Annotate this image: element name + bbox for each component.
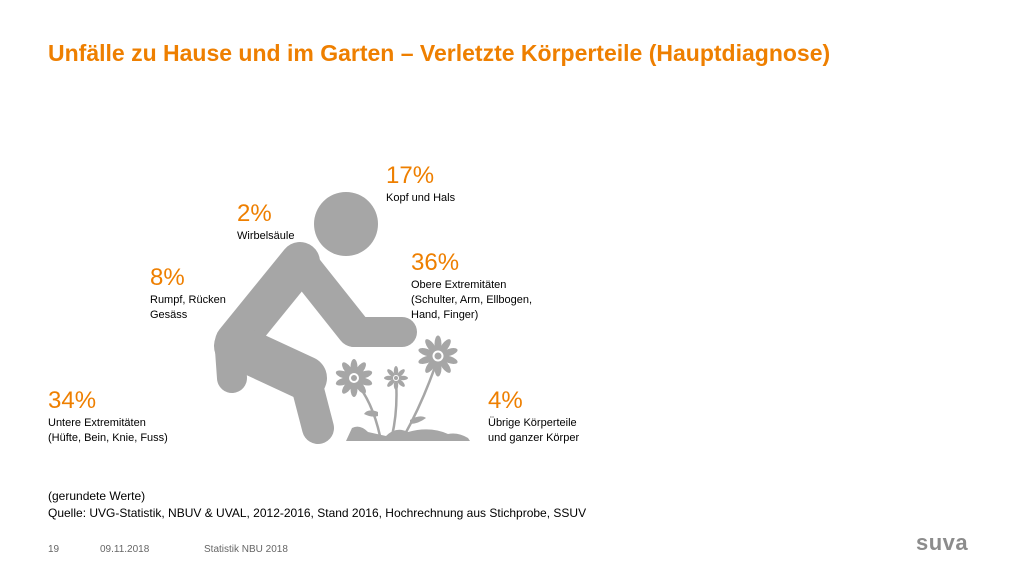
stat-head-neck: 17% Kopf und Hals xyxy=(386,162,455,206)
stat-percentage: 17% xyxy=(386,162,435,189)
figure-shin xyxy=(289,362,334,444)
stat-percentage: 8% xyxy=(150,264,185,291)
stat-label: Rumpf, Rücken Gesäss xyxy=(150,294,226,321)
stat-percentage: 4% xyxy=(488,387,523,414)
stat-label: Wirbelsäule xyxy=(237,230,295,242)
stat-other-body-parts: 4% Übrige Körperteile und ganzer Körper xyxy=(488,387,579,446)
stat-lower-extremities: 34% Untere Extremitäten (Hüfte, Bein, Kn… xyxy=(48,387,168,446)
page-number: 19 xyxy=(48,544,60,555)
stat-trunk-back: 8% Rumpf, Rücken Gesäss xyxy=(150,264,226,323)
stat-label: Obere Extremitäten (Schulter, Arm, Ellbo… xyxy=(411,279,533,321)
stat-percentage: 2% xyxy=(237,200,272,227)
flower-leaf xyxy=(410,416,426,424)
suva-logo: suva xyxy=(916,530,969,555)
footer-label: Statistik NBU 2018 xyxy=(204,544,288,555)
figure-head xyxy=(314,192,378,256)
footer-date: 09.11.2018 xyxy=(100,544,150,555)
flower-head-left xyxy=(335,359,373,397)
flower-leaf xyxy=(364,410,378,417)
figure-back-leg xyxy=(215,335,247,393)
rounded-values-note: (gerundete Werte) xyxy=(48,489,146,503)
stat-label: Untere Extremitäten (Hüfte, Bein, Knie, … xyxy=(48,417,168,444)
stat-label: Kopf und Hals xyxy=(386,192,456,204)
stat-upper-extremities: 36% Obere Extremitäten (Schulter, Arm, E… xyxy=(411,249,532,323)
ground-mound xyxy=(346,426,470,441)
source-note: Quelle: UVG-Statistik, NBUV & UVAL, 2012… xyxy=(48,506,587,520)
flower-head-right xyxy=(418,335,458,377)
figure-upper-arm xyxy=(283,245,371,347)
stat-percentage: 34% xyxy=(48,387,97,414)
slide-title: Unfälle zu Hause und im Garten – Verletz… xyxy=(48,40,831,66)
stat-percentage: 36% xyxy=(411,249,460,276)
stat-label: Übrige Körperteile und ganzer Körper xyxy=(488,417,580,444)
flower-stem-right xyxy=(402,356,440,438)
stat-spine: 2% Wirbelsäule xyxy=(237,200,294,244)
flower-head-middle xyxy=(384,366,408,390)
